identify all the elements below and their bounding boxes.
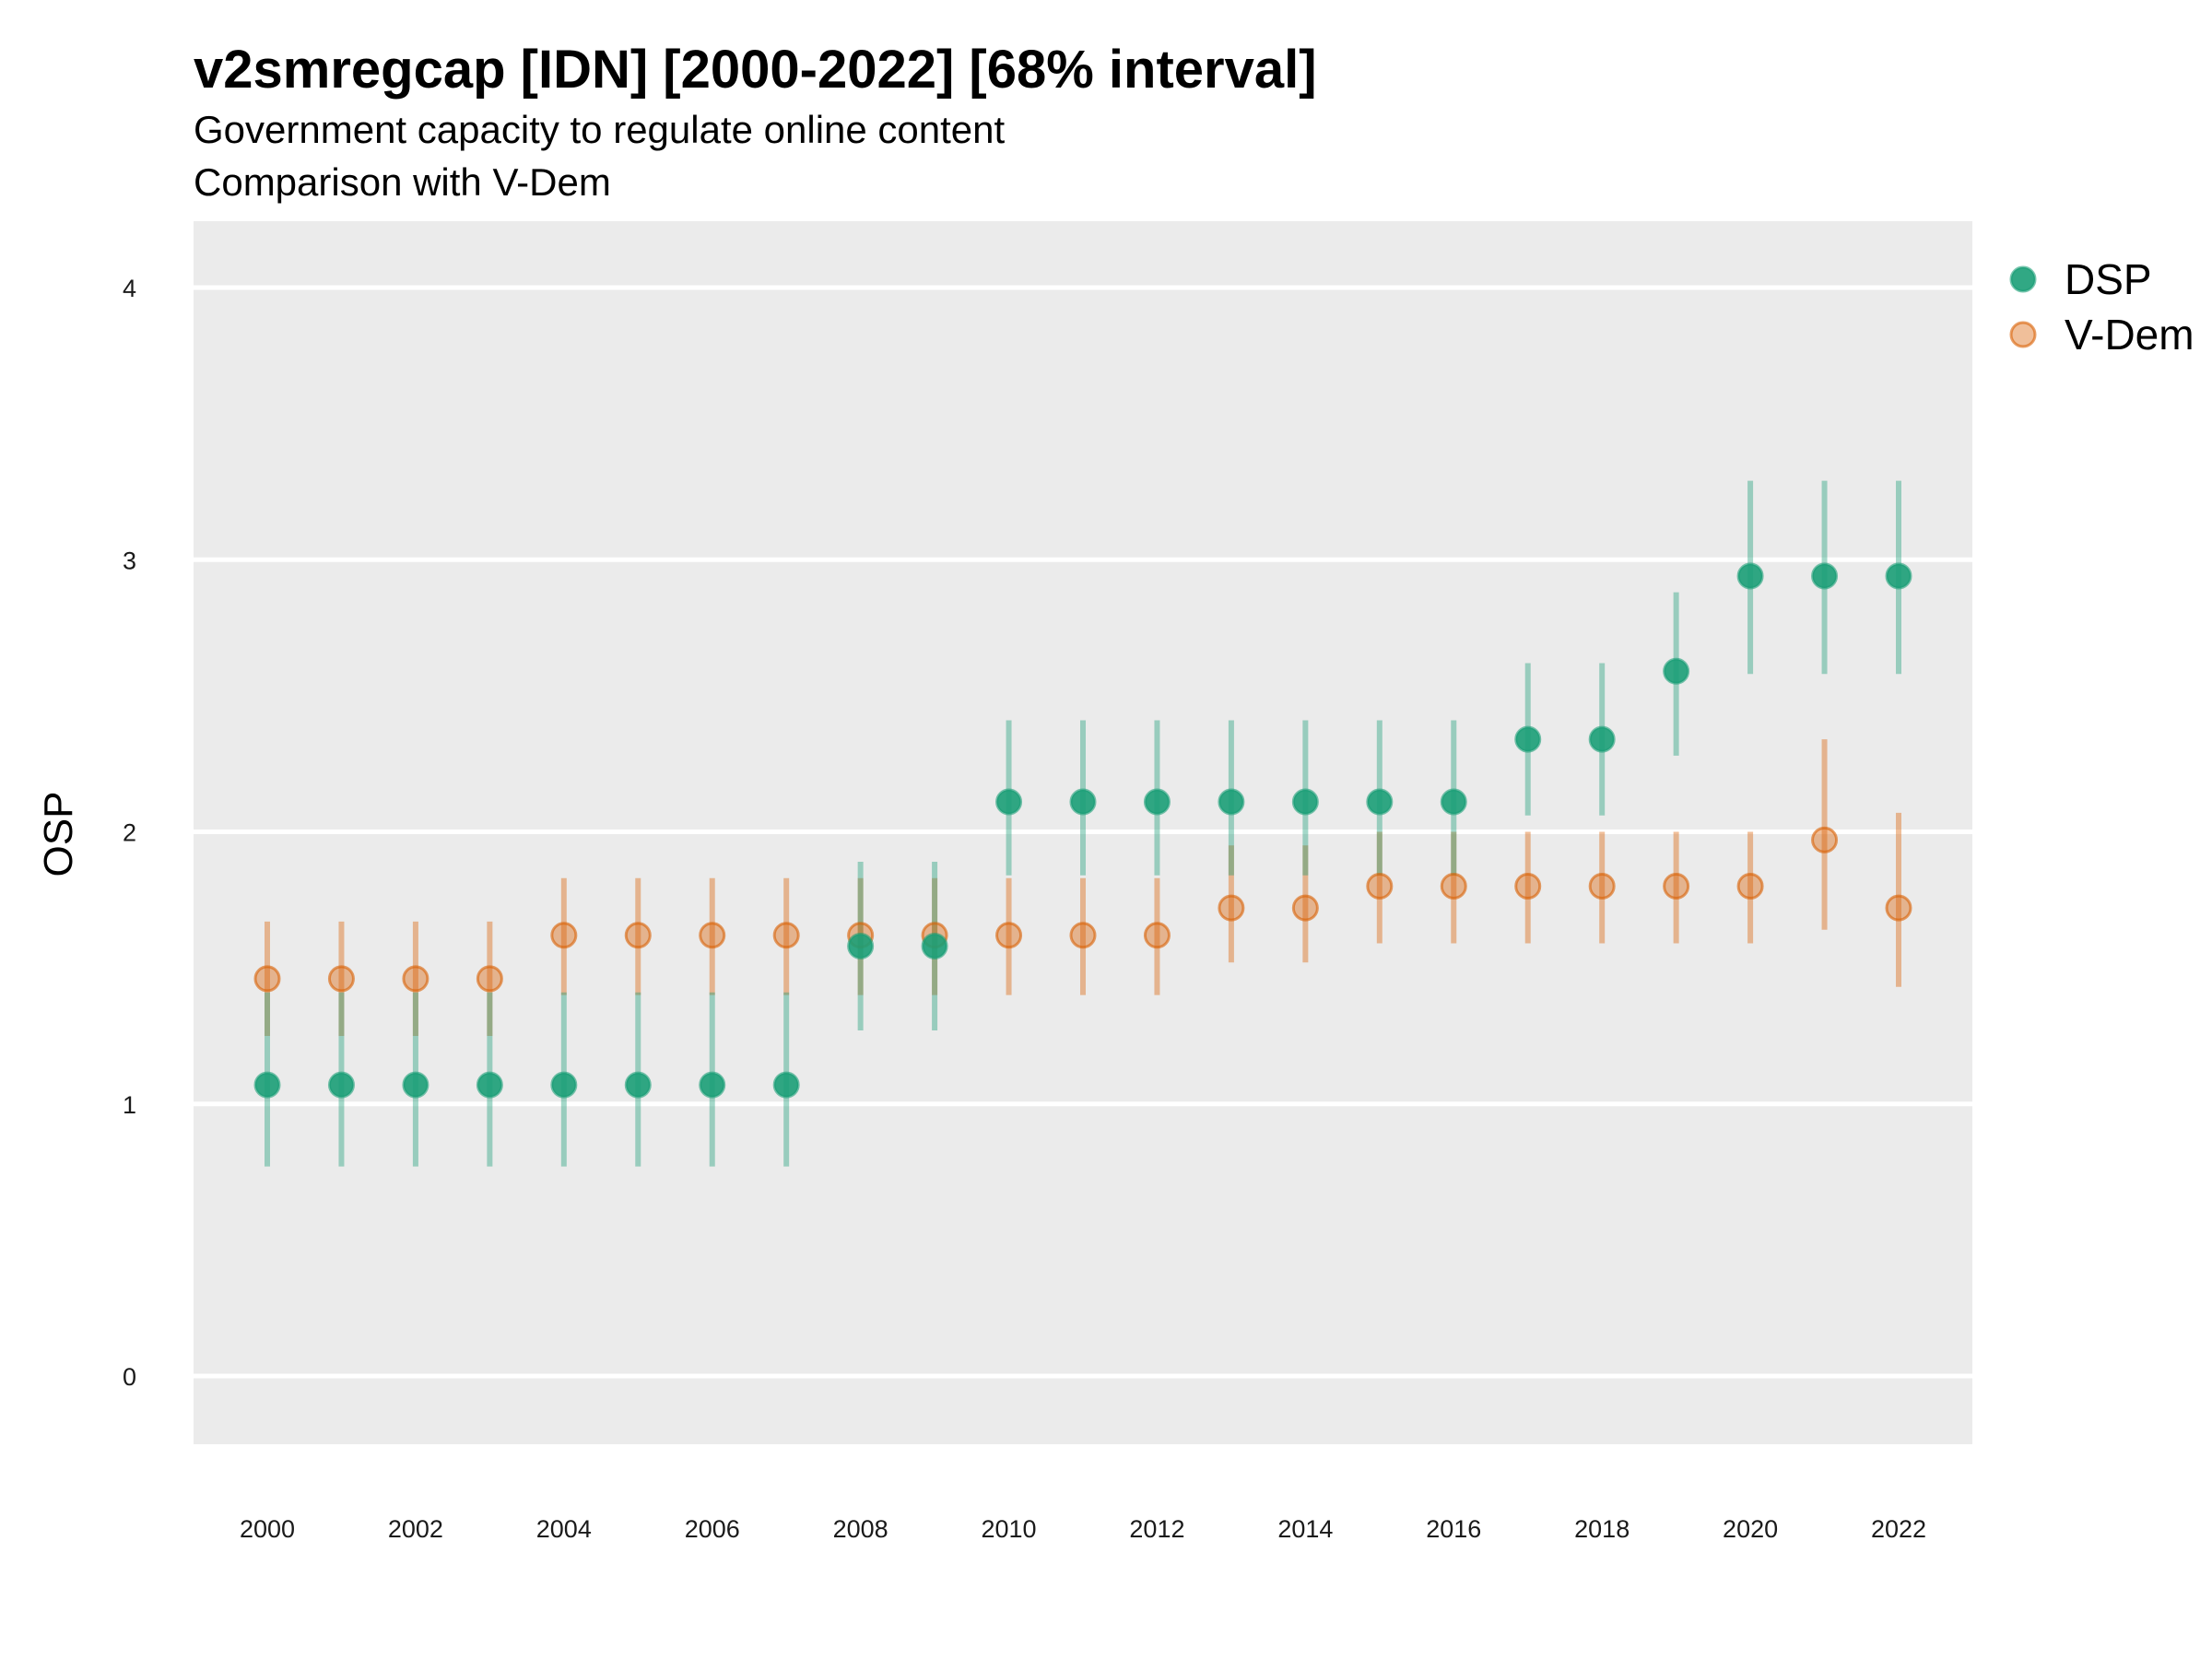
series-points-v-dem [253, 826, 1912, 993]
x-tick-label: 2008 [833, 1515, 888, 1543]
data-point [253, 965, 281, 993]
data-point [402, 1071, 429, 1099]
y-tick-labels: 0 1 2 3 4 [123, 275, 136, 1391]
x-tick-label: 2002 [388, 1515, 443, 1543]
y-tick-label: 3 [123, 547, 136, 574]
data-point [1663, 657, 1690, 685]
data-point [699, 922, 726, 949]
data-point [1588, 725, 1616, 753]
x-tick-label: 2004 [536, 1515, 592, 1543]
y-gridlines [194, 285, 1972, 1379]
data-point [995, 788, 1023, 816]
chart-subtitle-line-2: Comparison with V-Dem [194, 160, 611, 204]
legend-key-dsp [2009, 265, 2037, 293]
x-tick-label: 2014 [1277, 1515, 1333, 1543]
data-point [772, 922, 800, 949]
legend-label-v-dem: V-Dem [2065, 311, 2194, 359]
y-tick-label: 2 [123, 819, 136, 847]
data-point [1811, 562, 1839, 590]
x-tick-label: 2000 [240, 1515, 295, 1543]
data-point [476, 1071, 503, 1099]
data-point [1366, 873, 1394, 900]
data-point [1218, 894, 1245, 922]
chart-title: v2smregcap [IDN] [2000-2022] [68% interv… [194, 40, 1317, 100]
data-point [847, 933, 875, 960]
data-point [327, 1071, 355, 1099]
data-point [1885, 894, 1912, 922]
data-point [1514, 873, 1542, 900]
y-tick-label: 0 [123, 1363, 136, 1391]
x-tick-label: 2020 [1723, 1515, 1778, 1543]
data-point [995, 922, 1023, 949]
data-point [1291, 894, 1319, 922]
x-tick-label: 2022 [1871, 1515, 1926, 1543]
data-point [1069, 788, 1097, 816]
data-point [1736, 562, 1764, 590]
data-point [1366, 788, 1394, 816]
data-point [1440, 788, 1467, 816]
data-point [327, 965, 355, 993]
x-tick-label: 2006 [685, 1515, 740, 1543]
y-axis-title: OSP [36, 792, 81, 877]
data-point [1811, 826, 1839, 853]
data-point [1143, 922, 1171, 949]
x-tick-label: 2012 [1129, 1515, 1184, 1543]
legend: DSP V-Dem [2009, 255, 2194, 359]
legend-key-v-dem [2009, 321, 2037, 348]
data-point [1885, 562, 1912, 590]
x-tick-label: 2010 [982, 1515, 1037, 1543]
data-point [624, 922, 652, 949]
data-point [1218, 788, 1245, 816]
data-point [402, 965, 429, 993]
data-series [253, 480, 1912, 1167]
chart-subtitle-line-1: Government capacity to regulate online c… [194, 108, 1006, 151]
data-point [1143, 788, 1171, 816]
data-point [921, 933, 948, 960]
data-point [772, 1071, 800, 1099]
data-point [1588, 873, 1616, 900]
data-point [699, 1071, 726, 1099]
y-tick-label: 4 [123, 275, 136, 302]
legend-label-dsp: DSP [2065, 255, 2152, 303]
data-point [1514, 725, 1542, 753]
data-point [1736, 873, 1764, 900]
data-point [550, 922, 578, 949]
data-point [624, 1071, 652, 1099]
x-tick-label: 2016 [1426, 1515, 1481, 1543]
data-point [253, 1071, 281, 1099]
x-tick-label: 2018 [1574, 1515, 1630, 1543]
data-point [550, 1071, 578, 1099]
data-point [1069, 922, 1097, 949]
data-point [476, 965, 503, 993]
data-point [1663, 873, 1690, 900]
x-tick-labels: 2000 2002 2004 2006 2008 2010 2012 2014 2016 2018… [240, 1515, 1926, 1543]
data-point [1440, 873, 1467, 900]
series-points-dsp [253, 562, 1912, 1099]
y-tick-label: 1 [123, 1091, 136, 1119]
data-point [1291, 788, 1319, 816]
